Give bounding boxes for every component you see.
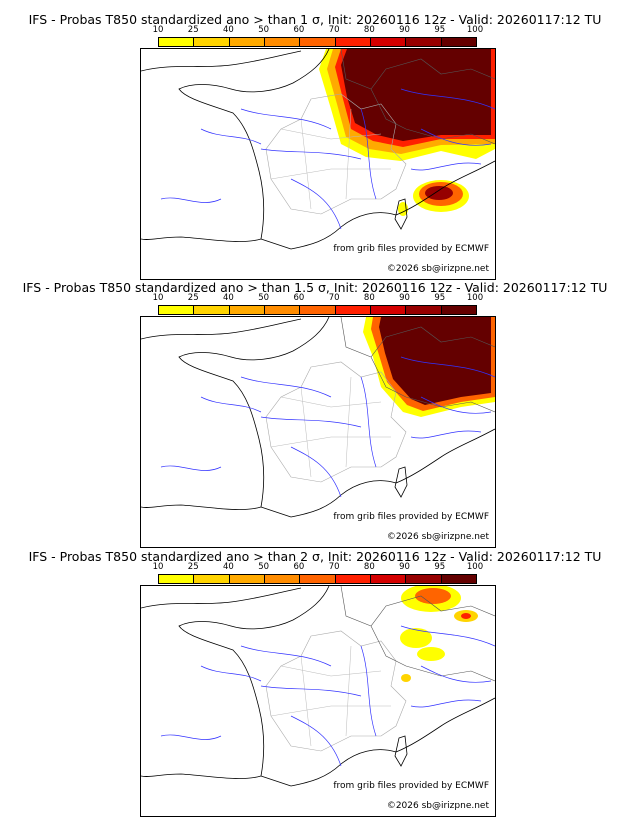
colorbar-tick-label: 25: [187, 562, 199, 572]
probability-field: [319, 49, 495, 216]
colorbar-tick-label: 40: [223, 293, 234, 303]
colorbar-segment: [441, 38, 476, 46]
colorbar-segment: [406, 306, 442, 314]
colorbar-segment: [441, 306, 476, 314]
colorbar-tick-label: 90: [399, 25, 410, 35]
probability-map: [141, 586, 495, 787]
colorbar-segment: [264, 306, 301, 314]
colorbar-segment: [335, 306, 371, 314]
colorbar-tick-label: 80: [363, 562, 375, 572]
map-frame: from grib files provided by ECMWF ©2026 …: [140, 48, 496, 280]
colorbar-segment: [370, 38, 407, 46]
colorbar-segment: [194, 575, 230, 583]
colorbar-tick-label: 40: [223, 562, 234, 572]
panel-title: IFS - Probas T850 standardized ano > tha…: [28, 549, 602, 564]
colorbar-segment: [264, 575, 301, 583]
colorbar-segment: [229, 575, 265, 583]
colorbar-segment: [159, 306, 195, 314]
colorbar-ticks: 10 25 40 50 60 70 80 90 95 100: [153, 562, 484, 572]
colorbar-tick-label: 80: [363, 293, 375, 303]
colorbar-segment: [300, 575, 336, 583]
probability-map: [141, 317, 495, 518]
colorbar-tick-label: 100: [466, 293, 484, 303]
colorbar-tick-label: 100: [466, 562, 484, 572]
colorbar-segment: [370, 306, 407, 314]
colorbar-tick-label: 70: [328, 25, 340, 35]
colorbar-segment: [300, 38, 336, 46]
probability-field: [363, 317, 495, 417]
colorbar: [158, 574, 477, 584]
colorbar-segment: [194, 306, 230, 314]
colorbar-segment: [229, 306, 265, 314]
colorbar-segment: [264, 38, 301, 46]
colorbar-tick-label: 90: [399, 293, 410, 303]
copyright-credit: ©2026 sb@irizpne.net: [386, 532, 489, 542]
colorbar-segment: [159, 38, 195, 46]
copyright-credit: ©2026 sb@irizpne.net: [386, 264, 489, 274]
colorbar-tick-label: 50: [258, 562, 270, 572]
colorbar-segment: [300, 306, 336, 314]
map-panel-1: IFS - Probas T850 standardized ano > tha…: [0, 12, 630, 280]
colorbar-tick-label: 60: [293, 562, 305, 572]
probability-field: [400, 586, 478, 682]
colorbar-segment: [406, 38, 442, 46]
colorbar-tick-label: 50: [258, 293, 270, 303]
colorbar-tick-label: 90: [399, 562, 410, 572]
colorbar-tick-label: 70: [328, 293, 340, 303]
colorbar-tick-label: 80: [363, 25, 375, 35]
colorbar-tick-label: 40: [223, 25, 234, 35]
map-frame: from grib files provided by ECMWF ©2026 …: [140, 316, 496, 548]
colorbar-segment: [335, 575, 371, 583]
source-credit: from grib files provided by ECMWF: [333, 244, 489, 254]
colorbar-tick-label: 60: [293, 25, 305, 35]
colorbar-ticks: 10 25 40 50 60 70 80 90 95 100: [153, 25, 484, 35]
colorbar-tick-label: 100: [466, 25, 484, 35]
colorbar-tick-label: 25: [187, 293, 199, 303]
panel-title: IFS - Probas T850 standardized ano > tha…: [22, 280, 608, 295]
source-credit: from grib files provided by ECMWF: [333, 781, 489, 791]
colorbar-ticks: 10 25 40 50 60 70 80 90 95 100: [153, 293, 484, 303]
colorbar-tick-label: 95: [434, 562, 446, 572]
colorbar-segment: [159, 575, 195, 583]
map-frame: from grib files provided by ECMWF ©2026 …: [140, 585, 496, 817]
colorbar: [158, 305, 477, 315]
colorbar-tick-label: 10: [152, 562, 164, 572]
colorbar-segment: [229, 38, 265, 46]
colorbar-segment: [370, 575, 407, 583]
map-panel-3: IFS - Probas T850 standardized ano > tha…: [0, 549, 630, 817]
copyright-credit: ©2026 sb@irizpne.net: [386, 801, 489, 811]
colorbar-tick-label: 25: [187, 25, 199, 35]
panel-title: IFS - Probas T850 standardized ano > tha…: [28, 12, 602, 27]
colorbar-segment: [335, 38, 371, 46]
colorbar-tick-label: 10: [152, 293, 164, 303]
colorbar-tick-label: 60: [293, 293, 305, 303]
probability-map: [141, 49, 495, 250]
source-credit: from grib files provided by ECMWF: [333, 512, 489, 522]
colorbar: [158, 37, 477, 47]
colorbar-segment: [194, 38, 230, 46]
colorbar-segment: [441, 575, 476, 583]
colorbar-tick-label: 95: [434, 293, 446, 303]
colorbar-tick-label: 95: [434, 25, 446, 35]
colorbar-tick-label: 10: [152, 25, 164, 35]
colorbar-tick-label: 70: [328, 562, 340, 572]
map-panel-2: IFS - Probas T850 standardized ano > tha…: [0, 280, 630, 548]
colorbar-tick-label: 50: [258, 25, 270, 35]
colorbar-segment: [406, 575, 442, 583]
